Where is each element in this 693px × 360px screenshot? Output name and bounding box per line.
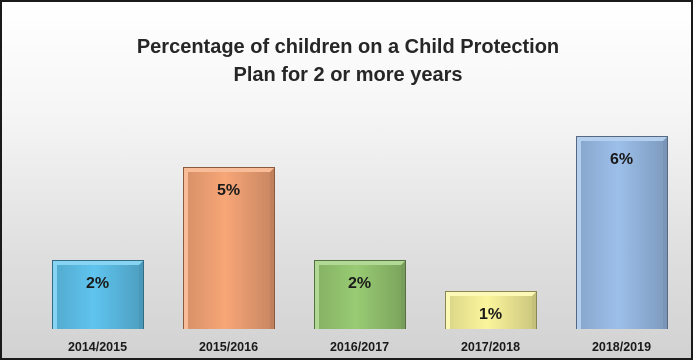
bar-2016-2017 — [314, 260, 406, 329]
chart-title-line-1: Percentage of children on a Child Protec… — [137, 36, 559, 58]
x-tick-label: 2015/2016 — [199, 340, 258, 354]
bar-face — [319, 265, 401, 329]
bar-2017-2018 — [445, 291, 537, 329]
bar-face — [450, 296, 532, 329]
chart-title-line-2: Plan for 2 or more years — [234, 64, 463, 86]
bar-face — [581, 141, 663, 329]
x-tick-label: 2017/2018 — [461, 340, 520, 354]
data-labels: 2% 5% 2% 1% 6% — [86, 151, 633, 323]
x-axis-tick-labels: 2014/2015 2015/2016 2016/2017 2017/2018 2018… — [68, 340, 651, 354]
data-label: 2% — [86, 275, 109, 292]
bar-2018-2019 — [576, 136, 668, 329]
chart-title: Percentage of children on a Child Protec… — [137, 36, 559, 86]
bars — [52, 136, 668, 329]
bar-face — [188, 172, 270, 329]
data-label: 5% — [217, 182, 240, 199]
bar-face — [57, 265, 139, 329]
x-tick-label: 2016/2017 — [330, 340, 389, 354]
x-tick-label: 2018/2019 — [592, 340, 651, 354]
x-tick-label: 2014/2015 — [68, 340, 127, 354]
bar-2014-2015 — [52, 260, 144, 329]
data-label: 2% — [348, 275, 371, 292]
bar-2015-2016 — [183, 167, 275, 329]
data-label: 6% — [610, 151, 633, 168]
bar-highlight — [446, 292, 536, 329]
data-label: 1% — [479, 306, 502, 323]
